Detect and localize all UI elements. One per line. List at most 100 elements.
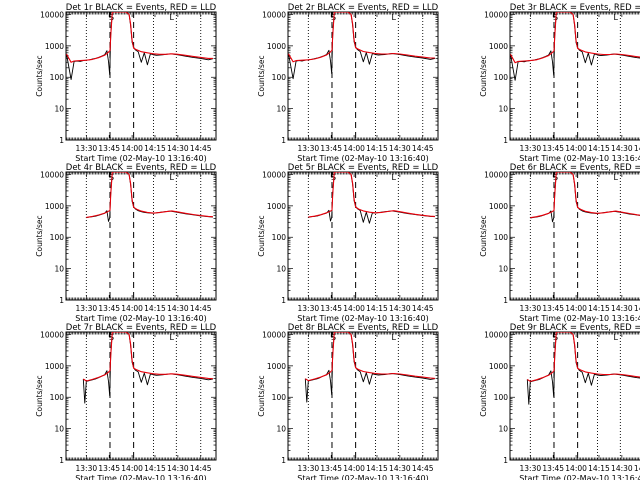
attenuator-marker: L <box>170 173 175 182</box>
events-series-line <box>83 332 213 403</box>
x-tick-label: 14:45 <box>412 144 434 153</box>
x-tick-label: 13:45 <box>542 304 564 313</box>
detector-panel-3: Det 3r BLACK = Events, RED = LLD11010010… <box>479 3 640 163</box>
y-tick-label: 10 <box>498 265 508 274</box>
y-tick-label: 1 <box>503 296 508 305</box>
x-axis-label: Start Time (02-May-10 13:16:40) <box>75 314 206 323</box>
attenuator-marker: L <box>392 13 397 22</box>
series-group <box>289 12 435 79</box>
plot-frame <box>66 172 216 300</box>
x-tick-label: 14:45 <box>634 304 640 313</box>
y-tick-label: 100 <box>494 393 509 402</box>
y-tick-label: 10 <box>54 105 64 114</box>
y-axis-label: Counts/sec <box>35 375 44 416</box>
detector-panel-4: Det 4r BLACK = Events, RED = LLD11010010… <box>35 163 217 323</box>
attenuator-marker: L <box>614 173 619 182</box>
y-tick-label: 10 <box>276 425 286 434</box>
x-tick-label: 14:15 <box>588 144 610 153</box>
x-tick-label: 14:15 <box>366 304 388 313</box>
x-tick-label: 14:15 <box>144 304 166 313</box>
x-tick-label: 14:45 <box>190 304 212 313</box>
x-tick-label: 13:30 <box>76 464 98 473</box>
plot-frame <box>66 332 216 460</box>
y-tick-label: 100 <box>494 73 509 82</box>
y-tick-label: 100 <box>50 233 65 242</box>
x-tick-label: 13:45 <box>320 304 342 313</box>
y-tick-label: 1000 <box>489 42 508 51</box>
attenuator-marker: L <box>170 13 175 22</box>
x-tick-label: 14:00 <box>121 144 143 153</box>
y-tick-label: 1000 <box>45 362 64 371</box>
y-tick-label: 10000 <box>262 10 286 19</box>
x-tick-label: 14:00 <box>565 304 587 313</box>
y-tick-label: 1000 <box>45 42 64 51</box>
detector-panel-5: Det 5r BLACK = Events, RED = LLD11010010… <box>257 163 439 323</box>
detector-panel-6: Det 6r BLACK = Events, RED = LLD11010010… <box>479 163 640 323</box>
attenuator-marker: L <box>392 173 397 182</box>
x-tick-label: 14:45 <box>634 144 640 153</box>
y-axis-label: Counts/sec <box>35 215 44 256</box>
x-tick-label: 13:45 <box>542 144 564 153</box>
y-tick-label: 10000 <box>40 10 64 19</box>
y-tick-label: 1000 <box>267 362 286 371</box>
x-tick-label: 14:15 <box>588 304 610 313</box>
y-tick-label: 1 <box>59 296 64 305</box>
series-group <box>67 12 213 80</box>
x-tick-label: 14:45 <box>634 464 640 473</box>
y-tick-label: 100 <box>272 393 287 402</box>
y-tick-label: 10000 <box>484 10 508 19</box>
series-group <box>305 332 435 402</box>
lld-series-line <box>308 172 435 217</box>
y-tick-label: 100 <box>272 233 287 242</box>
x-tick-label: 13:45 <box>98 144 120 153</box>
y-axis-label: Counts/sec <box>479 375 488 416</box>
y-axis-label: Counts/sec <box>257 55 266 96</box>
x-axis-label: Start Time (02-May-10 13:16:40) <box>519 314 640 323</box>
series-group <box>83 332 213 403</box>
x-tick-label: 14:00 <box>121 304 143 313</box>
lld-series-line <box>530 172 640 218</box>
y-tick-label: 10000 <box>484 170 508 179</box>
x-tick-label: 14:30 <box>167 464 189 473</box>
y-tick-label: 1000 <box>267 42 286 51</box>
attenuator-marker: L <box>614 333 619 342</box>
x-tick-label: 13:30 <box>520 304 542 313</box>
x-tick-label: 14:30 <box>611 464 633 473</box>
y-tick-label: 100 <box>50 73 65 82</box>
x-tick-label: 14:15 <box>144 144 166 153</box>
series-group <box>511 12 640 80</box>
y-tick-label: 1 <box>59 456 64 465</box>
x-tick-label: 14:45 <box>190 464 212 473</box>
series-group <box>527 332 640 404</box>
x-tick-label: 14:30 <box>611 144 633 153</box>
x-tick-label: 13:30 <box>298 144 320 153</box>
x-tick-label: 14:45 <box>190 144 212 153</box>
events-series-line <box>67 12 213 80</box>
x-tick-label: 14:30 <box>389 144 411 153</box>
detector-panel-8: Det 8r BLACK = Events, RED = LLD11010010… <box>257 323 439 480</box>
y-tick-label: 1 <box>281 296 286 305</box>
y-tick-label: 10000 <box>40 330 64 339</box>
x-axis-label: Start Time (02-May-10 13:16:40) <box>75 154 206 163</box>
x-tick-label: 14:00 <box>343 304 365 313</box>
series-group <box>308 172 435 223</box>
series-group <box>530 172 640 222</box>
attenuator-marker: L <box>170 333 175 342</box>
y-tick-label: 1 <box>281 136 286 145</box>
y-tick-label: 10 <box>54 265 64 274</box>
x-axis-label: Start Time (02-May-10 13:16:40) <box>297 474 428 480</box>
lld-series-line <box>67 12 213 62</box>
detector-panel-2: Det 2r BLACK = Events, RED = LLD11010010… <box>257 3 439 163</box>
events-series-line <box>289 12 435 79</box>
events-series-line <box>527 332 640 404</box>
events-series-line <box>308 172 435 223</box>
x-tick-label: 14:00 <box>343 464 365 473</box>
detector-panel-1: Det 1r BLACK = Events, RED = LLD11010010… <box>35 3 217 163</box>
events-series-line <box>511 12 640 80</box>
plot-frame <box>288 172 438 300</box>
lld-series-line <box>289 12 435 62</box>
x-tick-label: 13:30 <box>298 464 320 473</box>
y-tick-label: 10 <box>276 105 286 114</box>
x-tick-label: 14:30 <box>611 304 633 313</box>
